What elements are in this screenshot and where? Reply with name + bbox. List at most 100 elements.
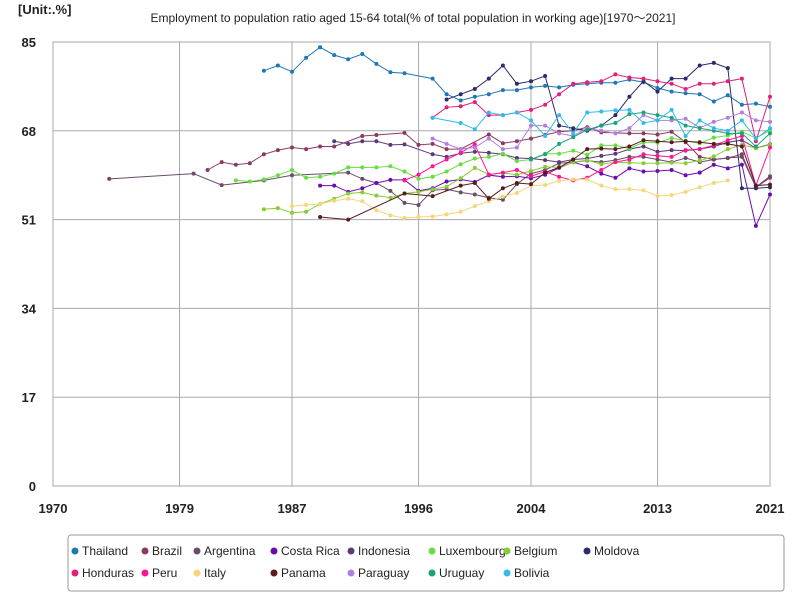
- data-point-honduras: [711, 81, 716, 86]
- data-point-paraguay: [627, 126, 632, 131]
- data-point-argentina: [458, 190, 463, 195]
- data-point-moldova: [627, 94, 632, 99]
- data-point-honduras: [472, 100, 477, 105]
- data-point-italy: [725, 178, 730, 183]
- data-point-argentina: [725, 156, 730, 160]
- data-point-luxembourg: [514, 159, 519, 164]
- data-point-panama: [753, 183, 758, 188]
- data-point-luxembourg: [444, 169, 449, 174]
- data-point-thailand: [374, 61, 379, 66]
- data-point-costa-rica: [318, 183, 323, 188]
- data-point-bolivia: [669, 107, 674, 112]
- data-point-belgium: [514, 172, 519, 177]
- data-point-italy: [627, 187, 632, 192]
- data-point-luxembourg: [557, 151, 562, 156]
- data-point-italy: [641, 188, 646, 193]
- data-point-honduras: [655, 79, 660, 84]
- data-point-belgium: [346, 191, 351, 196]
- data-point-panama: [711, 141, 716, 146]
- data-point-costa-rica: [360, 186, 365, 191]
- legend-label: Brazil: [152, 544, 182, 558]
- data-point-italy: [430, 214, 435, 219]
- data-point-paraguay: [514, 145, 519, 150]
- data-point-luxembourg: [388, 164, 393, 169]
- series-peru: [402, 134, 772, 188]
- series-bolivia: [430, 107, 772, 141]
- data-point-bolivia: [739, 118, 744, 123]
- series-luxembourg: [233, 128, 772, 184]
- data-point-paraguay: [486, 136, 491, 141]
- data-point-belgium: [725, 147, 730, 152]
- data-point-luxembourg: [571, 148, 576, 153]
- data-point-bolivia: [711, 126, 716, 131]
- legend-item-paraguay: Paraguay: [347, 566, 409, 580]
- data-point-panama: [683, 139, 688, 144]
- data-point-argentina: [290, 173, 294, 178]
- data-point-belgium: [275, 206, 280, 211]
- data-point-honduras: [641, 76, 646, 81]
- data-point-italy: [346, 196, 351, 201]
- data-point-thailand: [655, 86, 660, 90]
- data-point-moldova: [486, 76, 491, 81]
- data-point-peru: [683, 148, 688, 153]
- data-point-belgium: [627, 160, 632, 165]
- data-point-panama: [641, 138, 646, 143]
- data-point-peru: [472, 142, 477, 147]
- data-point-indonesia: [346, 141, 351, 146]
- data-point-honduras: [768, 94, 772, 99]
- data-point-brazil: [697, 154, 702, 159]
- data-point-costa-rica: [725, 166, 730, 171]
- data-point-belgium: [430, 187, 435, 192]
- data-point-luxembourg: [711, 135, 716, 140]
- data-point-indonesia: [655, 149, 660, 154]
- data-point-italy: [683, 189, 688, 194]
- data-point-indonesia: [402, 142, 407, 147]
- series-belgium: [261, 142, 772, 215]
- data-point-costa-rica: [739, 162, 744, 167]
- legend-item-honduras: Honduras: [71, 566, 134, 580]
- data-point-bolivia: [683, 134, 688, 138]
- data-point-italy: [599, 183, 604, 188]
- data-point-indonesia: [360, 139, 365, 144]
- data-point-luxembourg: [304, 175, 309, 180]
- data-point-indonesia: [613, 151, 618, 156]
- data-point-belgium: [374, 193, 379, 198]
- x-tick-label: 2021: [756, 501, 785, 516]
- legend-label: Thailand: [82, 544, 128, 558]
- data-point-costa-rica: [753, 223, 758, 228]
- data-point-costa-rica: [332, 183, 337, 188]
- data-point-uruguay: [697, 126, 702, 131]
- data-point-luxembourg: [275, 173, 280, 178]
- data-point-paraguay: [472, 145, 477, 150]
- data-point-bolivia: [500, 113, 505, 118]
- data-point-brazil: [290, 145, 294, 150]
- data-point-luxembourg: [233, 178, 238, 183]
- data-point-moldova: [529, 79, 533, 84]
- legend-item-peru: Peru: [141, 566, 177, 580]
- data-point-peru: [697, 147, 702, 152]
- legend-item-luxembourg: Luxembourg: [428, 544, 506, 558]
- data-point-thailand: [430, 76, 435, 81]
- data-point-honduras: [697, 81, 702, 86]
- data-point-costa-rica: [683, 173, 688, 178]
- data-point-thailand: [500, 88, 505, 93]
- data-point-moldova: [444, 97, 449, 102]
- data-point-bolivia: [627, 107, 632, 112]
- data-point-argentina: [768, 174, 772, 179]
- data-point-belgium: [641, 161, 646, 166]
- y-tick-label: 68: [22, 124, 36, 139]
- data-point-panama: [725, 141, 730, 146]
- data-point-brazil: [529, 136, 533, 141]
- data-point-bolivia: [641, 121, 646, 125]
- data-point-brazil: [627, 131, 632, 136]
- data-point-argentina: [655, 157, 660, 162]
- data-point-thailand: [261, 68, 266, 73]
- legend-item-brazil: Brazil: [141, 544, 182, 558]
- data-point-panama: [486, 196, 491, 201]
- legend-item-bolivia: Bolivia: [503, 566, 550, 580]
- data-point-brazil: [416, 142, 421, 147]
- data-point-argentina: [219, 183, 224, 188]
- data-point-uruguay: [613, 121, 618, 125]
- data-point-indonesia: [669, 148, 674, 153]
- data-point-argentina: [711, 157, 716, 162]
